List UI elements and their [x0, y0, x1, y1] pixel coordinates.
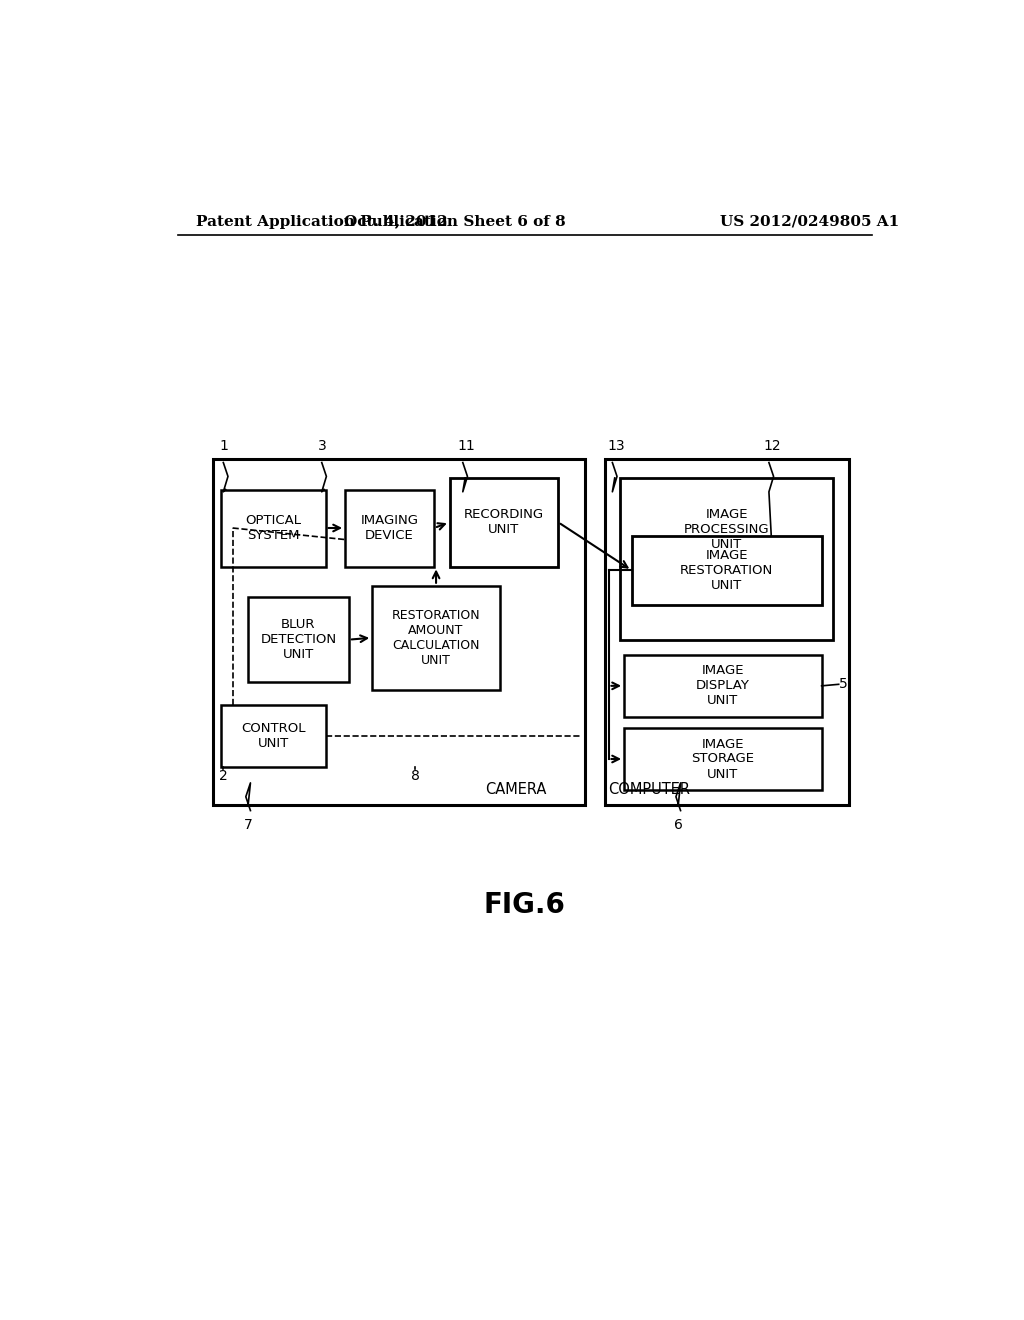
- Text: RECORDING
UNIT: RECORDING UNIT: [464, 508, 544, 536]
- Text: 12: 12: [764, 440, 781, 453]
- Text: 13: 13: [607, 440, 625, 453]
- Text: IMAGE
RESTORATION
UNIT: IMAGE RESTORATION UNIT: [680, 549, 773, 591]
- Text: 6: 6: [674, 818, 683, 833]
- Bar: [241, 574, 586, 767]
- Bar: [248, 597, 349, 682]
- Text: 1: 1: [219, 440, 228, 453]
- Bar: [632, 536, 821, 605]
- Text: IMAGE
DISPLAY
UNIT: IMAGE DISPLAY UNIT: [696, 664, 750, 708]
- Bar: [450, 478, 558, 566]
- Text: IMAGE
STORAGE
UNIT: IMAGE STORAGE UNIT: [691, 738, 755, 780]
- Bar: [213, 459, 586, 805]
- Bar: [621, 478, 834, 640]
- Text: RESTORATION
AMOUNT
CALCULATION
UNIT: RESTORATION AMOUNT CALCULATION UNIT: [392, 609, 480, 667]
- Text: US 2012/0249805 A1: US 2012/0249805 A1: [720, 215, 900, 228]
- Text: BLUR
DETECTION
UNIT: BLUR DETECTION UNIT: [260, 618, 337, 661]
- Bar: [221, 490, 326, 566]
- Text: 3: 3: [317, 440, 327, 453]
- Text: COMPUTER: COMPUTER: [608, 783, 690, 797]
- Text: Oct. 4, 2012   Sheet 6 of 8: Oct. 4, 2012 Sheet 6 of 8: [344, 215, 566, 228]
- Text: 2: 2: [219, 770, 228, 783]
- Text: 8: 8: [411, 770, 420, 783]
- Text: IMAGING
DEVICE: IMAGING DEVICE: [360, 513, 419, 543]
- Text: CAMERA: CAMERA: [485, 783, 547, 797]
- Text: 5: 5: [839, 677, 848, 692]
- Bar: [624, 729, 821, 789]
- Text: Patent Application Publication: Patent Application Publication: [197, 215, 458, 228]
- Text: FIG.6: FIG.6: [484, 891, 565, 919]
- Bar: [345, 490, 434, 566]
- Text: OPTICAL
SYSTEM: OPTICAL SYSTEM: [246, 513, 301, 543]
- Text: 7: 7: [244, 818, 253, 833]
- Bar: [221, 705, 326, 767]
- Bar: [624, 655, 821, 717]
- Bar: [372, 586, 500, 689]
- Text: 11: 11: [458, 440, 475, 453]
- Text: CONTROL
UNIT: CONTROL UNIT: [241, 722, 305, 750]
- Text: IMAGE
PROCESSING
UNIT: IMAGE PROCESSING UNIT: [684, 508, 769, 550]
- Bar: [604, 459, 849, 805]
